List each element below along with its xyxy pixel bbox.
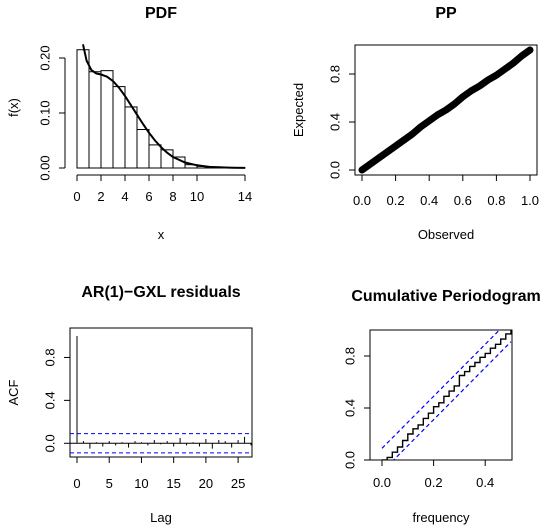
histogram-bar (76, 49, 90, 169)
y-tick-label: 0.10 (37, 100, 52, 125)
x-tick-label: 2 (97, 189, 104, 204)
x-tick-label: 1.0 (521, 193, 539, 208)
y-tick-label: 0.8 (42, 348, 57, 366)
y-tick-label: 0.4 (42, 391, 57, 409)
y-axis-label: Expected (291, 83, 306, 137)
y-tick-label: 0.4 (327, 113, 342, 131)
cumulative-periodogram-line (382, 330, 512, 460)
plot-area (381, 330, 512, 460)
histogram-bar (136, 129, 150, 169)
x-tick-label: 0 (73, 189, 80, 204)
y-tick-label: 0.00 (37, 155, 52, 180)
x-tick-label: 0.0 (353, 193, 371, 208)
x-tick-label: 6 (145, 189, 152, 204)
y-tick-label: 0.0 (342, 451, 357, 469)
plot-frame (369, 329, 513, 461)
x-axis-label: frequency (412, 510, 470, 525)
x-tick-label: 0.2 (425, 475, 443, 490)
y-axis-label: f(x) (6, 98, 21, 117)
plot-frame (69, 327, 253, 458)
x-tick-label: 10 (190, 189, 204, 204)
panel-pdf-title: PDF (145, 5, 177, 22)
x-tick-label: 10 (134, 476, 148, 491)
x-tick-label: 8 (169, 189, 176, 204)
y-tick-label: 0.8 (342, 347, 357, 365)
x-tick-label: 0.8 (487, 193, 505, 208)
x-tick-label: 20 (199, 476, 213, 491)
panel-pp-title: PP (435, 5, 457, 22)
x-tick-label: 14 (238, 189, 252, 204)
y-axis-label: ACF (6, 379, 21, 405)
y-tick-label: 0.0 (42, 434, 57, 452)
histogram-bar (148, 144, 162, 169)
x-tick-label: 0 (73, 476, 80, 491)
histogram-bar (88, 71, 102, 169)
density-curve (82, 44, 246, 169)
histogram-bar (100, 70, 114, 169)
x-tick-label: 5 (106, 476, 113, 491)
plot-frame (354, 44, 538, 176)
panel-cpgram-title: Cumulative Periodogram (351, 288, 540, 305)
x-axis-label: x (158, 227, 165, 242)
x-tick-label: 0.6 (454, 193, 472, 208)
x-axis-label: Observed (418, 227, 474, 242)
histogram-bar (124, 106, 138, 169)
y-tick-label: 0.20 (37, 45, 52, 70)
panel-acf-title: AR(1)−GXL residuals (81, 284, 240, 301)
x-tick-label: 0.0 (373, 475, 391, 490)
x-tick-label: 15 (166, 476, 180, 491)
x-tick-label: 25 (231, 476, 245, 491)
histogram-bar (112, 86, 126, 169)
upper-band-line (381, 330, 501, 449)
lower-band-line (392, 341, 512, 460)
x-tick-label: 4 (121, 189, 128, 204)
y-tick-label: 0.8 (327, 65, 342, 83)
pp-points (358, 46, 534, 174)
x-tick-label: 0.4 (476, 475, 494, 490)
y-tick-label: 0.4 (342, 399, 357, 417)
x-tick-label: 0.2 (387, 193, 405, 208)
y-tick-label: 0.0 (327, 161, 342, 179)
x-tick-label: 0.4 (420, 193, 438, 208)
x-axis-label: Lag (150, 510, 172, 525)
